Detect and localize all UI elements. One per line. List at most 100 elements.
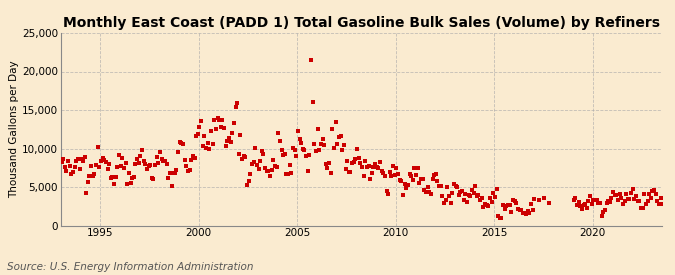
- Point: [302, 169, 313, 173]
- Point: [104, 162, 115, 166]
- Point: [596, 213, 607, 218]
- Point: [268, 158, 279, 163]
- Point: [355, 160, 366, 165]
- Point: [379, 174, 390, 178]
- Point: [219, 126, 230, 130]
- Point: [491, 187, 502, 191]
- Point: [254, 159, 265, 163]
- Point: [253, 167, 264, 172]
- Point: [630, 194, 641, 199]
- Point: [590, 198, 601, 202]
- Point: [473, 193, 484, 197]
- Point: [376, 169, 387, 173]
- Point: [644, 191, 655, 196]
- Point: [408, 177, 418, 182]
- Point: [94, 165, 105, 169]
- Point: [429, 172, 439, 177]
- Point: [511, 201, 522, 205]
- Point: [283, 172, 294, 177]
- Point: [250, 146, 261, 150]
- Point: [421, 190, 431, 194]
- Point: [370, 162, 381, 166]
- Point: [122, 182, 132, 186]
- Point: [223, 135, 234, 140]
- Point: [155, 150, 165, 155]
- Point: [338, 143, 349, 147]
- Point: [276, 148, 287, 152]
- Point: [632, 199, 643, 203]
- Point: [168, 171, 179, 175]
- Point: [543, 200, 554, 205]
- Point: [261, 169, 272, 174]
- Point: [192, 132, 203, 136]
- Point: [212, 115, 223, 120]
- Point: [504, 203, 515, 207]
- Point: [238, 154, 249, 158]
- Point: [568, 198, 579, 202]
- Point: [205, 129, 216, 134]
- Point: [258, 151, 269, 156]
- Point: [260, 166, 271, 170]
- Point: [425, 192, 436, 197]
- Point: [603, 199, 614, 203]
- Point: [59, 165, 70, 169]
- Point: [368, 165, 379, 169]
- Point: [497, 203, 508, 207]
- Point: [84, 174, 95, 178]
- Point: [112, 165, 123, 169]
- Point: [468, 191, 479, 195]
- Point: [650, 191, 661, 196]
- Point: [288, 146, 298, 150]
- Point: [362, 165, 373, 169]
- Point: [292, 129, 303, 134]
- Point: [629, 197, 640, 201]
- Point: [348, 160, 359, 164]
- Point: [458, 197, 469, 202]
- Point: [360, 159, 371, 164]
- Point: [332, 142, 343, 147]
- Point: [284, 163, 295, 168]
- Point: [496, 215, 507, 220]
- Point: [163, 176, 173, 180]
- Point: [494, 215, 505, 220]
- Point: [178, 142, 188, 146]
- Point: [194, 125, 205, 129]
- Point: [68, 170, 78, 174]
- Point: [148, 177, 159, 181]
- Point: [322, 166, 333, 170]
- Point: [446, 201, 456, 205]
- Point: [73, 157, 84, 161]
- Point: [134, 161, 144, 166]
- Point: [391, 166, 402, 170]
- Point: [539, 196, 549, 200]
- Point: [624, 197, 635, 201]
- Point: [290, 147, 300, 152]
- Point: [371, 164, 382, 169]
- Point: [232, 100, 242, 105]
- Point: [645, 196, 656, 200]
- Point: [64, 164, 75, 169]
- Point: [595, 200, 605, 205]
- Point: [599, 208, 610, 212]
- Point: [417, 177, 428, 181]
- Point: [204, 147, 215, 152]
- Point: [188, 154, 198, 158]
- Point: [327, 127, 338, 131]
- Point: [353, 156, 364, 161]
- Point: [514, 208, 525, 212]
- Point: [81, 191, 92, 195]
- Point: [209, 118, 219, 123]
- Point: [363, 164, 374, 168]
- Point: [457, 189, 468, 194]
- Point: [381, 189, 392, 194]
- Point: [432, 178, 443, 183]
- Point: [410, 173, 421, 178]
- Point: [634, 199, 645, 203]
- Point: [174, 140, 185, 145]
- Point: [240, 155, 251, 160]
- Point: [364, 177, 375, 181]
- Point: [419, 188, 430, 192]
- Point: [465, 193, 476, 198]
- Point: [486, 199, 497, 204]
- Point: [434, 183, 445, 188]
